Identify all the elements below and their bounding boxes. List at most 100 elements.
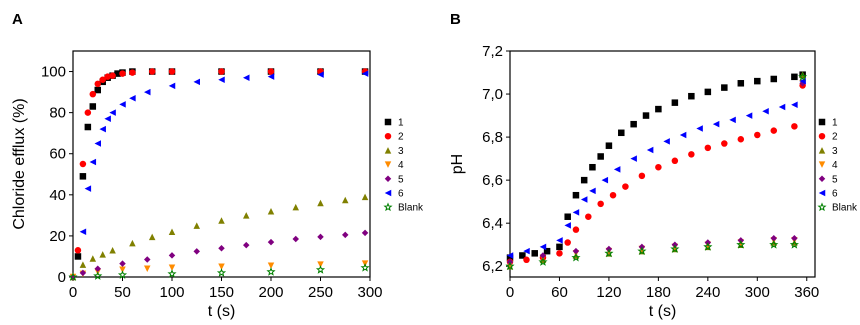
data-point [144,256,151,263]
series-1 [74,68,369,260]
data-point [109,109,116,116]
data-point [193,222,200,229]
legend-marker [384,147,392,154]
data-point [119,266,126,274]
data-point [754,131,761,139]
data-point [798,72,808,81]
data-point [193,78,200,86]
y-tick-label: 40 [49,187,66,204]
data-point [609,191,617,199]
data-point [597,153,604,160]
data-point [704,88,712,96]
data-point [168,264,176,272]
data-point [119,70,126,77]
data-point [218,76,225,84]
data-point [292,203,299,211]
data-point [539,252,547,259]
data-point [218,217,225,224]
data-point [317,199,324,207]
data-point [84,109,92,116]
legend-marker [818,189,826,197]
x-tick-label: 150 [209,284,234,301]
data-point [556,243,563,251]
data-point [168,68,176,75]
legend-label: 5 [832,174,838,185]
legend-marker [818,132,826,140]
data-point [109,247,116,254]
data-point [89,255,97,262]
data-point [104,73,111,80]
y-tick-label: 6,8 [482,129,503,146]
data-point [361,229,369,237]
legend-label: 6 [398,189,404,200]
y-tick-label: 60 [49,146,66,163]
data-point [84,185,92,192]
data-point [94,140,101,147]
legend-marker [818,161,826,168]
data-point [168,82,176,90]
data-point [79,269,87,277]
data-point [79,228,87,236]
data-point [84,123,92,131]
series-2 [74,68,369,254]
data-point [704,144,712,152]
data-point [89,90,97,98]
y-tick-label: 100 [41,64,66,81]
data-point [505,261,515,271]
legend-label: 1 [832,118,838,129]
data-point [193,248,200,255]
data-point [506,254,514,261]
data-point [99,125,106,133]
data-point [663,138,670,145]
data-point [267,262,275,269]
data-point [218,244,225,252]
data-point [144,265,151,273]
data-point [342,231,349,239]
data-point [712,120,720,128]
data-point [168,228,176,236]
data-point [737,135,745,143]
legend-marker [384,161,392,168]
data-point [618,129,625,137]
legend-marker [817,202,827,212]
data-point [267,73,275,80]
data-point [564,213,571,220]
x-tick-label: 0 [69,284,77,301]
data-point [671,99,679,106]
data-point [129,69,136,76]
data-point [218,68,225,75]
data-point [589,187,596,195]
data-point [538,257,548,266]
legend-marker [384,132,392,140]
panel-label: B [450,11,461,28]
data-point [267,208,275,215]
data-point [119,260,126,267]
data-point [789,239,799,249]
data-point [729,116,736,124]
data-point [770,127,778,134]
legend-marker [384,118,392,126]
data-point [243,241,250,249]
data-point [630,155,637,162]
data-point [167,269,177,278]
data-point [670,244,680,253]
series-3 [506,71,806,270]
legend-label: 2 [398,132,404,143]
y-tick-label: 20 [49,228,66,245]
data-point [580,196,588,203]
legend-label: 2 [832,132,838,143]
y-tick-label: 7,2 [482,43,503,60]
data-point [571,252,581,262]
data-point [315,265,326,274]
legend-label: Blank [832,203,858,214]
data-point [317,71,324,78]
x-tick-label: 300 [745,284,770,301]
data-point [531,250,538,257]
data-point [523,256,530,264]
data-point [642,112,650,119]
data-point [721,84,728,91]
data-point [696,125,703,132]
plot-frame [509,50,816,278]
data-point [589,163,596,171]
series-5 [69,229,369,281]
